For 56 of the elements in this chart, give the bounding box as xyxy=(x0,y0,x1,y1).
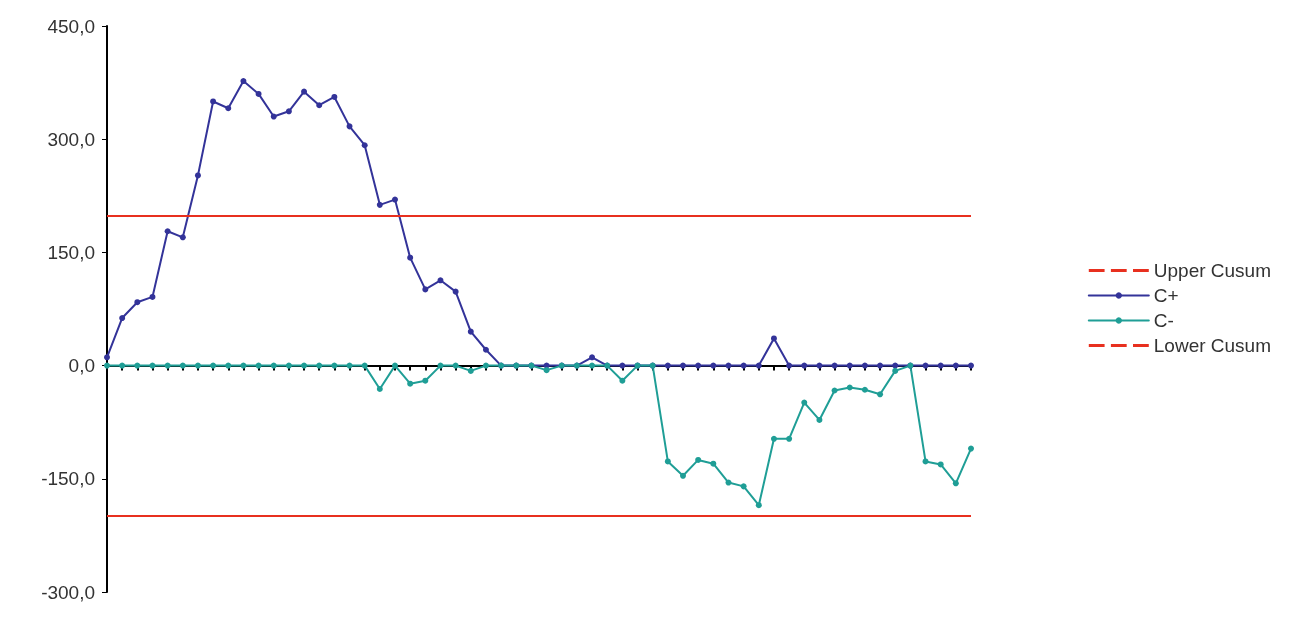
legend-label: C- xyxy=(1153,310,1174,331)
point xyxy=(922,458,929,465)
point xyxy=(467,328,474,335)
point xyxy=(392,196,398,203)
point xyxy=(179,234,186,241)
point xyxy=(740,483,747,490)
point xyxy=(755,502,762,509)
legend-label: Upper Cusum xyxy=(1153,260,1272,281)
point xyxy=(104,354,110,361)
point xyxy=(770,335,777,342)
point xyxy=(482,346,489,353)
point xyxy=(407,380,414,387)
point xyxy=(831,387,838,394)
point xyxy=(255,90,262,97)
point xyxy=(589,354,596,361)
y-tick-label: 0,0 xyxy=(68,355,95,377)
point xyxy=(194,172,201,179)
point xyxy=(301,88,308,95)
point xyxy=(285,108,292,115)
point xyxy=(695,456,702,463)
point xyxy=(861,386,868,393)
legend-label: C+ xyxy=(1153,285,1179,306)
point xyxy=(664,458,671,465)
point xyxy=(407,254,414,261)
point xyxy=(877,391,884,398)
point xyxy=(316,102,323,109)
y-tick-label: 150,0 xyxy=(47,241,95,263)
point xyxy=(710,460,717,467)
point xyxy=(968,445,974,452)
point xyxy=(725,479,732,486)
point xyxy=(164,228,171,235)
point xyxy=(376,386,383,392)
legend-label: Lower Cusum xyxy=(1153,335,1272,356)
point xyxy=(331,93,338,100)
point xyxy=(119,315,126,322)
point xyxy=(210,98,217,105)
point xyxy=(240,78,247,85)
point xyxy=(770,435,777,442)
y-tick-label: 450,0 xyxy=(47,15,95,37)
point xyxy=(149,293,156,300)
y-tick-label: -300,0 xyxy=(41,581,95,603)
point xyxy=(422,377,429,384)
point xyxy=(816,416,823,423)
y-tick-label: 300,0 xyxy=(47,128,95,150)
point xyxy=(452,288,459,295)
point xyxy=(952,480,959,487)
point xyxy=(422,286,429,293)
point xyxy=(801,399,808,406)
point xyxy=(134,299,141,306)
point xyxy=(225,105,232,112)
point xyxy=(680,472,686,479)
point xyxy=(376,201,383,208)
point xyxy=(619,377,626,384)
point xyxy=(361,142,368,149)
point xyxy=(786,435,793,442)
y-tick-label: -150,0 xyxy=(41,468,95,490)
